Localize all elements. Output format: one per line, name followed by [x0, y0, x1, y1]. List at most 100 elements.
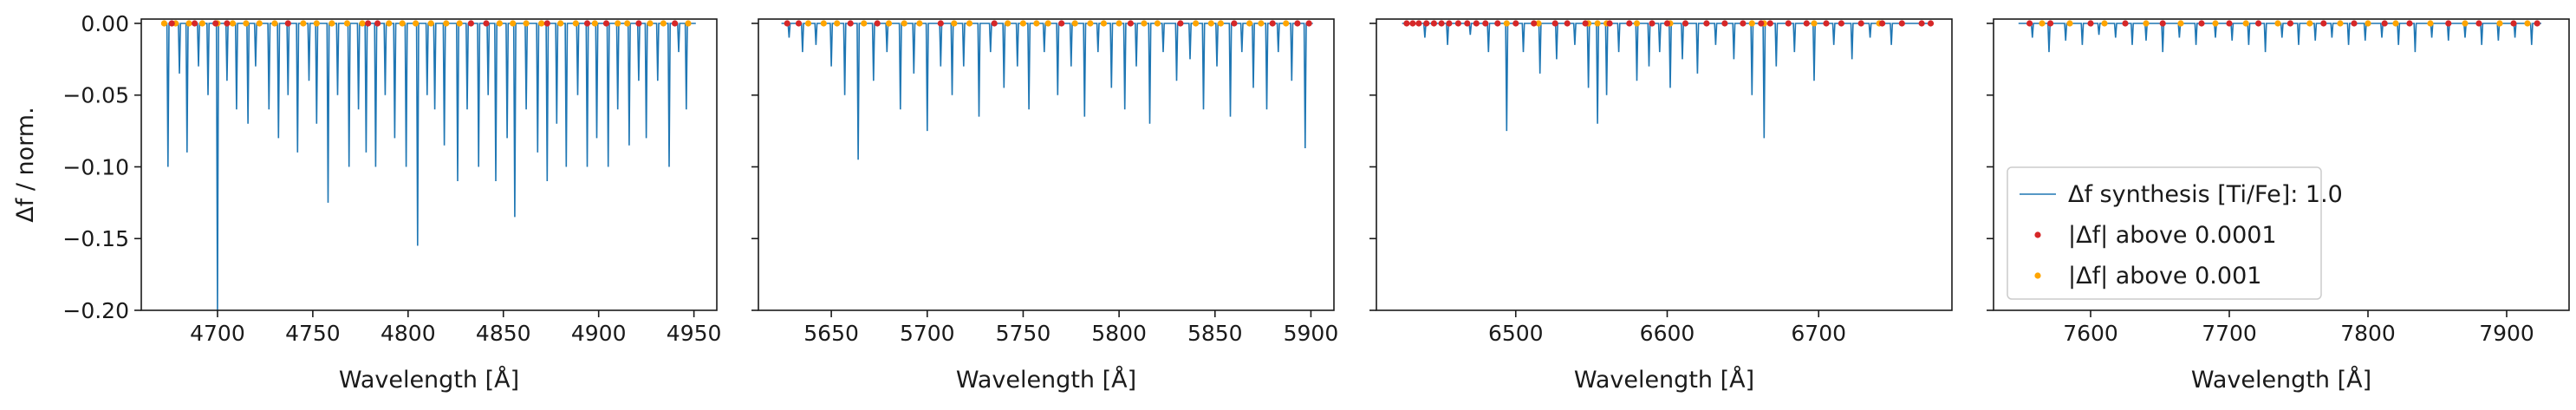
above-0.001-marker: [1005, 20, 1012, 27]
above-0.001-marker: [1116, 20, 1122, 27]
synthesis-line: [164, 23, 696, 311]
panel-3: 6500 6600 6700 Wavelength [Å]: [1369, 18, 1953, 394]
synthesis-line: [1402, 23, 1934, 139]
above-0.001-marker: [624, 20, 631, 27]
above-0.0001-marker: [2159, 20, 2166, 27]
x-tick-label: 7600: [2063, 321, 2118, 346]
above-0.001-marker: [243, 20, 250, 27]
above-0.0001-marker: [795, 20, 803, 27]
above-0.0001-marker: [2287, 20, 2293, 27]
above-0.0001-marker: [1423, 20, 1430, 27]
above-0.0001-marker: [583, 20, 591, 27]
above-0.0001-marker: [1803, 20, 1810, 27]
above-0.0001-marker: [1838, 20, 1844, 27]
above-0.001-marker: [591, 20, 598, 27]
above-0.0001-marker: [672, 20, 679, 27]
above-0.0001-marker: [2320, 20, 2327, 27]
above-0.0001-marker: [1127, 20, 1134, 27]
above-0.0001-marker: [1682, 20, 1689, 27]
above-0.001-marker: [1193, 20, 1200, 27]
above-0.001-marker: [256, 20, 263, 27]
x-tick-label: 6700: [1791, 321, 1846, 346]
above-0.001-marker: [615, 20, 621, 27]
x-tick-label: 4850: [476, 321, 531, 346]
above-0.001-marker: [1535, 20, 1542, 27]
above-0.0001-marker: [1626, 20, 1633, 27]
above-0.0001-marker: [1454, 20, 1461, 27]
above-0.0001-marker: [1564, 20, 1571, 27]
above-0.001-marker: [820, 20, 827, 27]
x-axis-label: Wavelength [Å]: [339, 366, 519, 394]
above-0.001-marker: [160, 20, 167, 27]
above-0.001-marker: [834, 20, 841, 27]
above-0.001-marker: [647, 20, 654, 27]
above-0.0001-marker: [1415, 20, 1422, 27]
synthesis-line: [2018, 23, 2541, 53]
x-tick-label: 7900: [2479, 321, 2534, 346]
above-0.0001-marker: [1898, 20, 1905, 27]
above-0.001-marker: [1033, 20, 1040, 27]
above-0.001-marker: [413, 20, 420, 27]
legend-label: Δf synthesis [Ti/Fe]: 1.0: [2068, 181, 2343, 208]
above-0.0001-marker: [1177, 20, 1184, 27]
above-0.0001-marker: [1403, 20, 1410, 27]
above-0.0001-marker: [1663, 20, 1671, 27]
above-0.0001-marker: [1446, 20, 1453, 27]
y-tick-label: 0.00: [81, 11, 129, 36]
above-0.0001-marker: [1606, 20, 1613, 27]
above-0.001-marker: [572, 20, 579, 27]
above-0.0001-marker: [1482, 20, 1489, 27]
above-0.001-marker: [804, 20, 812, 27]
above-0.0001-marker: [1785, 20, 1792, 27]
above-0.001-marker: [2306, 20, 2313, 27]
x-tick-label: 4750: [285, 321, 341, 346]
above-0.0001-marker: [937, 20, 944, 27]
above-0.0001-marker: [2406, 20, 2413, 27]
x-tick-label: 4900: [571, 321, 627, 346]
above-0.001-marker: [1071, 20, 1078, 27]
y-tick-label: −0.10: [62, 154, 129, 179]
above-0.001-marker: [300, 20, 307, 27]
x-tick-label: 7700: [2202, 321, 2257, 346]
x-tick-label: 4950: [667, 321, 722, 346]
above-0.0001-marker: [1649, 20, 1656, 27]
above-0.0001-marker: [1531, 20, 1538, 27]
above-0.0001-marker: [1305, 20, 1312, 27]
above-0.0001-marker: [192, 20, 198, 27]
above-0.001-marker: [427, 20, 434, 27]
legend-box: [2007, 166, 2322, 300]
above-0.001-marker: [198, 20, 205, 27]
above-0.001-marker: [271, 20, 278, 27]
above-0.0001-marker: [1703, 20, 1710, 27]
above-0.0001-marker: [212, 20, 219, 27]
axes-frame: [140, 18, 718, 311]
above-0.0001-marker: [1766, 20, 1773, 27]
above-0.001-marker: [1087, 20, 1094, 27]
above-0.001-marker: [901, 20, 907, 27]
above-0.0001-marker: [284, 20, 291, 27]
above-0.001-marker: [185, 20, 192, 27]
above-0.0001-marker: [1879, 20, 1886, 27]
above-0.0001-marker: [1430, 20, 1437, 27]
above-0.0001-marker: [2026, 20, 2033, 27]
above-0.001-marker: [1141, 20, 1148, 27]
above-0.001-marker: [2365, 20, 2371, 27]
above-0.0001-marker: [2381, 20, 2388, 27]
legend-label: |Δf| above 0.0001: [2068, 222, 2277, 249]
above-0.001-marker: [951, 20, 958, 27]
above-0.0001-marker: [224, 20, 231, 27]
y-tick-label: −0.15: [62, 226, 129, 251]
above-0.001-marker: [1100, 20, 1107, 27]
above-0.0001-marker: [874, 20, 881, 27]
x-tick-label: 5800: [1091, 321, 1147, 346]
above-0.0001-marker: [1927, 20, 1935, 27]
above-0.001-marker: [861, 20, 868, 27]
above-0.001-marker: [2039, 20, 2046, 27]
above-0.001-marker: [916, 20, 923, 27]
legend-dot-swatch: [2034, 231, 2041, 238]
y-axis-label: Δf / norm.: [12, 107, 39, 222]
legend: Δf synthesis [Ti/Fe]: 1.0 |Δf| above 0.00…: [2007, 166, 2343, 300]
above-0.0001-marker: [1058, 20, 1065, 27]
above-0.001-marker: [399, 20, 406, 27]
